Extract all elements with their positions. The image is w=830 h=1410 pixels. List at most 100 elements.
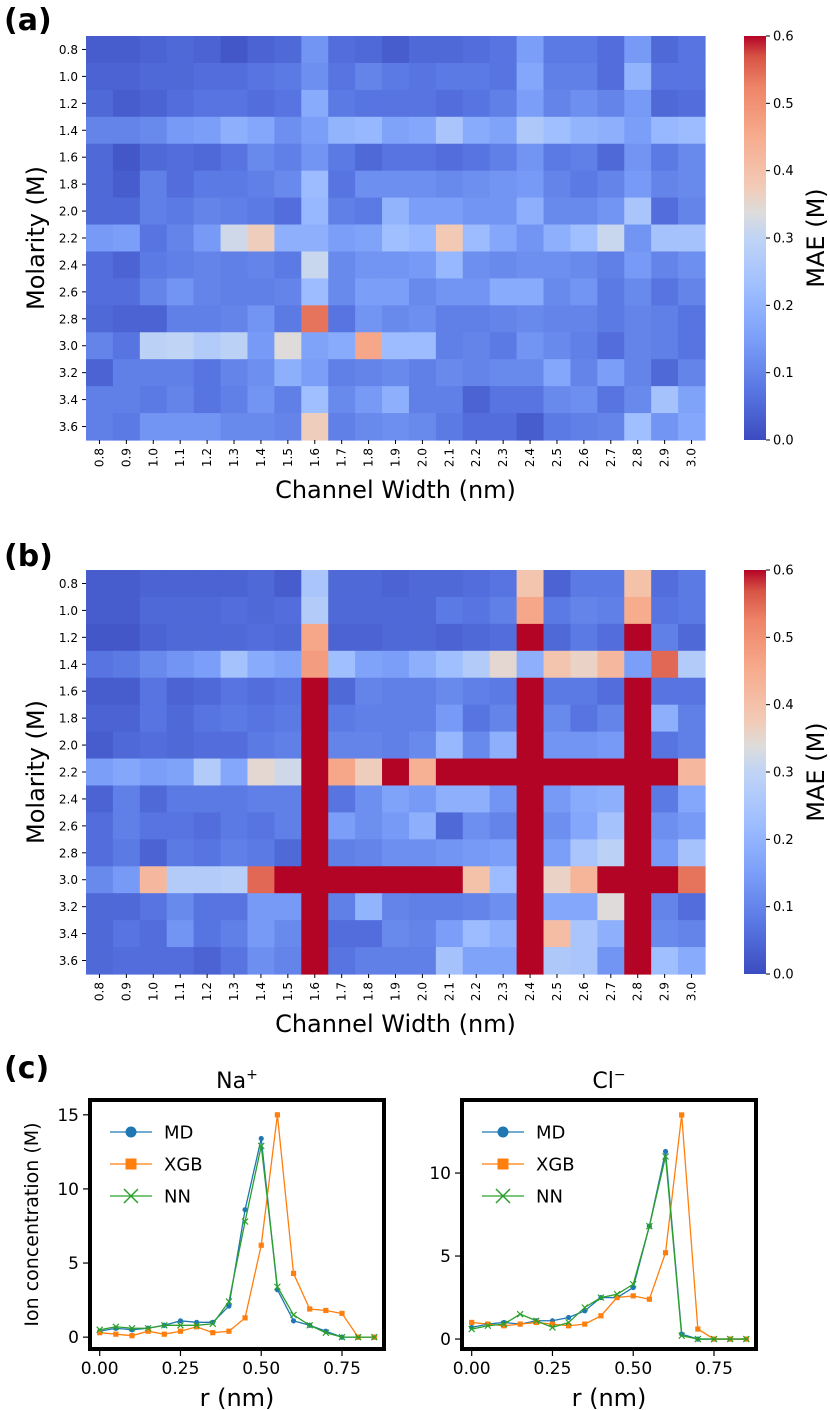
heatmap-cell [489,305,518,333]
colorbar-tick-label: 0.6 [773,564,794,579]
heatmap-cell [220,278,249,306]
x-tick-label: 2.9 [658,448,672,467]
heatmap-cell [274,251,302,279]
heatmap-cell [408,947,437,975]
heatmap-cell [543,570,572,598]
y-tick-label: 1.4 [59,658,78,672]
y-tick-label: 10 [429,1164,451,1184]
heatmap-cell [678,62,706,91]
heatmap-cell [516,596,545,625]
data-point-nn [338,1333,346,1341]
heatmap-cell [247,704,275,733]
heatmap-cell [382,278,410,306]
heatmap-cell [597,170,625,199]
heatmap-cell [301,758,329,787]
heatmap-cell [489,758,518,787]
heatmap-cell [274,359,302,387]
data-point-xgb [274,1112,280,1118]
data-point-md [242,1207,248,1213]
heatmap-cell [139,36,168,64]
heatmap-cell [570,143,598,172]
heatmap-cell [435,570,464,598]
heatmap-cell [382,650,410,679]
heatmap-cell [274,413,302,441]
data-point-xgb [194,1324,200,1330]
heatmap-cell [462,758,491,787]
heatmap-cell [301,812,329,840]
heatmap-cell [274,920,302,948]
heatmap-cell [220,386,249,414]
heatmap-cell [543,704,572,733]
heatmap-cell [247,785,275,813]
x-tick-label: 2.9 [658,982,672,1001]
heatmap-cell [274,596,302,625]
heatmap-cell [651,785,679,813]
heatmap-cell [624,359,652,387]
heatmap-cell [247,305,275,333]
heatmap-cell [193,116,222,145]
heatmap-cell [435,812,464,840]
heatmap-cell [193,305,222,333]
heatmap-cell [462,677,491,706]
heatmap-cell [301,677,329,706]
heatmap-cell [435,758,464,787]
y-tick-label: 15 [57,1106,79,1126]
heatmap-cell [86,839,114,867]
heatmap-cell [139,197,168,226]
heatmap-cell [408,893,437,921]
heatmap-cell [408,785,437,813]
heatmap-cell [624,893,652,921]
heatmap-cell [166,89,195,118]
heatmap-cell [139,947,168,975]
heatmap-cell [86,224,114,253]
heatmap-cell [166,62,195,91]
heatmap-cell [355,839,383,867]
heatmap-cell [651,143,679,172]
data-point-xgb [679,1112,685,1118]
data-point-xgb [501,1323,507,1329]
heatmap-cell [166,866,195,894]
data-point-xgb [242,1315,248,1321]
heatmap-cell [651,758,679,787]
x-tick-label: 2.7 [604,448,618,467]
heatmap-cell [139,812,168,840]
heatmap-cell [166,251,195,279]
heatmap-cell [516,785,545,813]
heatmap-cell [328,143,356,172]
data-point-nn [581,1304,589,1311]
heatmap-cell [247,224,275,253]
heatmap-cell [301,359,329,387]
heatmap-cell [112,386,141,414]
heatmap-cell [193,785,222,813]
heatmap-cell [651,812,679,840]
heatmap-cell [355,650,383,679]
y-tick-label: 1.0 [59,604,78,618]
heatmap-cell [624,650,652,679]
heatmap-cell [408,62,437,91]
y-tick-label: 2.0 [59,739,78,753]
heatmap-cell [247,920,275,948]
heatmap-cell [570,251,598,279]
heatmap-cell [543,251,572,279]
heatmap-cell [247,893,275,921]
heatmap-cell [355,731,383,760]
heatmap-cell [247,812,275,840]
heatmap-cell [570,570,598,598]
heatmap-cell [462,36,491,64]
heatmap-cell [597,596,625,625]
heatmap-cell [624,677,652,706]
heatmap-cell [355,812,383,840]
heatmap-cell [112,731,141,760]
heatmap-cell [220,413,249,441]
x-tick-label: 0.9 [119,448,133,467]
heatmap-cell [489,947,518,975]
heatmap-cell [193,413,222,441]
heatmap-cell [328,758,356,787]
heatmap-cell [328,677,356,706]
heatmap-cell [382,197,410,226]
heatmap-cell [382,170,410,199]
heatmap-cell [193,704,222,733]
heatmap-cell [597,197,625,226]
heatmap-cell [274,278,302,306]
heatmap-cell [570,413,598,441]
